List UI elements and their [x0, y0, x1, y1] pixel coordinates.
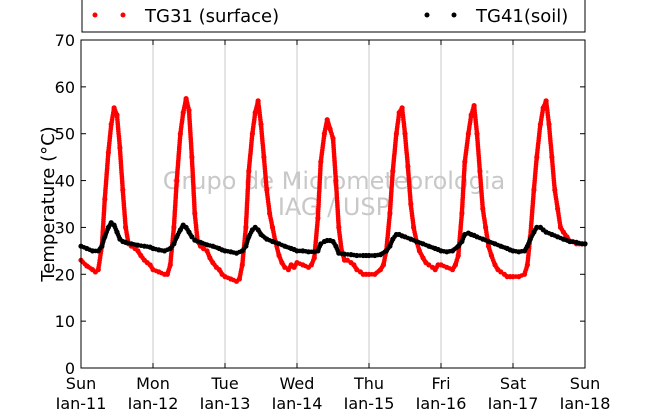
y-tick-label: 10: [55, 312, 75, 331]
x-tick-date-label: Jan-17: [487, 394, 539, 409]
axis-ticks: 010203040506070SunJan-11MonJan-12TueJan-…: [55, 31, 611, 409]
x-tick-date-label: Jan-14: [271, 394, 323, 409]
series-layer: [78, 96, 588, 284]
x-tick-date-label: Jan-11: [55, 394, 107, 409]
legend-marker-tg41-b: [451, 12, 457, 18]
series-tg41: [78, 220, 588, 259]
x-tick-day-label: Sun: [570, 374, 600, 393]
x-tick-day-label: Sat: [500, 374, 526, 393]
x-tick-date-label: Jan-16: [415, 394, 467, 409]
y-tick-label: 70: [55, 31, 75, 50]
data-point: [354, 252, 360, 259]
y-tick-label: 0: [65, 359, 75, 378]
watermark-line-2: IAG / USP: [278, 193, 390, 221]
y-tick-label: 30: [55, 218, 75, 237]
legend-label-tg31: TG31 (surface): [144, 6, 279, 27]
x-tick-day-label: Mon: [136, 374, 170, 393]
legend-frame: [81, 0, 586, 33]
grid-lines: [152, 40, 514, 368]
x-tick-day-label: Wed: [280, 374, 315, 393]
x-tick-date-label: Jan-12: [127, 394, 179, 409]
x-tick-day-label: Thu: [353, 374, 384, 393]
legend: TG31 (surface) TG41(soil): [81, 0, 586, 33]
legend-marker-tg31-a: [92, 12, 98, 18]
y-tick-label: 60: [55, 78, 75, 97]
x-tick-day-label: Sun: [66, 374, 96, 393]
x-tick-day-label: Tue: [210, 374, 238, 393]
y-tick-label: 40: [55, 172, 75, 191]
plot-frame: [80, 39, 586, 369]
y-axis-title: Temperature (°C): [38, 126, 59, 282]
y-tick-label: 50: [55, 125, 75, 144]
data-point: [534, 224, 540, 230]
x-tick-date-label: Jan-18: [559, 394, 611, 409]
y-tick-label: 20: [55, 265, 75, 284]
legend-label-tg41: TG41(soil): [475, 6, 568, 27]
legend-marker-tg31-b: [120, 12, 126, 18]
legend-marker-tg41-a: [424, 12, 430, 18]
x-tick-date-label: Jan-15: [343, 394, 395, 409]
x-tick-day-label: Fri: [431, 374, 450, 393]
x-tick-date-label: Jan-13: [199, 394, 251, 409]
